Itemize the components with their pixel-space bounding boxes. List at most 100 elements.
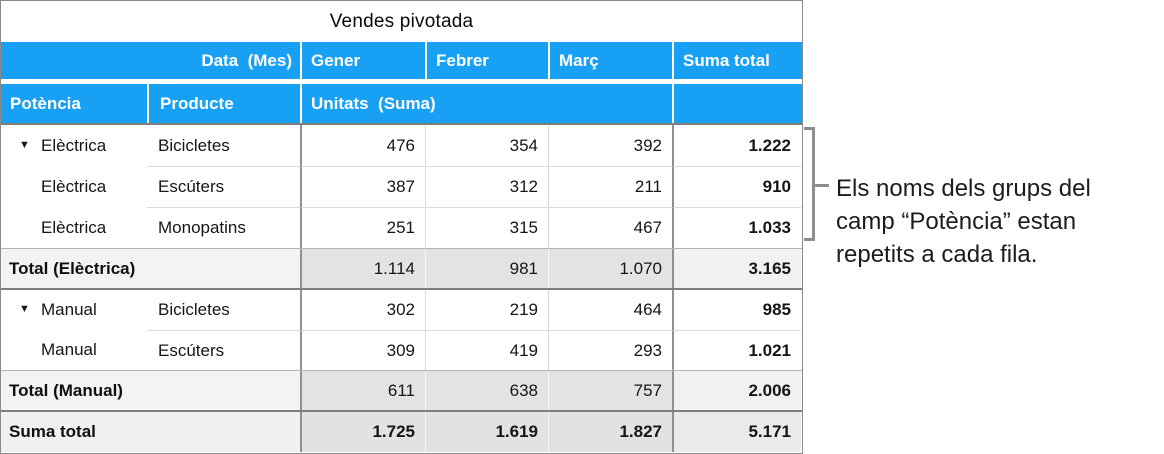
cell-value: 981 — [509, 258, 538, 278]
header-cell-producte[interactable]: Producte — [147, 84, 300, 123]
cell-gener[interactable]: 387 — [300, 166, 425, 207]
cell-power-label: Elèctrica — [41, 135, 107, 155]
cell-gener[interactable]: 1.725 — [300, 412, 425, 452]
cell-total-label[interactable]: Total (Elèctrica) — [1, 249, 300, 288]
section-divider — [1, 123, 802, 125]
header-cell-potencia[interactable]: Potència — [1, 84, 147, 123]
cell-febrer[interactable]: 219 — [425, 290, 548, 330]
cell-gener[interactable]: 476 — [300, 125, 425, 166]
cell-gener[interactable]: 611 — [300, 371, 425, 410]
cell-row-total[interactable]: 1.033 — [672, 207, 801, 248]
header-cell-suma-total[interactable]: Suma total — [672, 42, 801, 79]
cell-value: 464 — [633, 300, 662, 319]
cell-febrer[interactable]: 419 — [425, 330, 548, 370]
annotation-line: Els noms dels grups del — [836, 175, 1091, 202]
cell-gener[interactable]: 302 — [300, 290, 425, 330]
annotation-text: Els noms dels grups del camp “Potència” … — [836, 172, 1091, 271]
cell-febrer[interactable]: 312 — [425, 166, 548, 207]
header-cell-data-mes[interactable]: Data (Mes) — [1, 42, 300, 79]
cell-row-total[interactable]: 910 — [672, 166, 801, 207]
grand-total-row: Suma total 1.725 1.619 1.827 5.171 — [1, 412, 802, 452]
cell-value: 1.021 — [748, 340, 791, 360]
header-cell-febrer[interactable]: Febrer — [425, 42, 548, 79]
cell-power-group[interactable]: ▼ Manual — [1, 290, 147, 330]
cell-gener[interactable]: 1.114 — [300, 249, 425, 288]
cell-marc[interactable]: 293 — [548, 330, 672, 370]
cell-value: 1.619 — [495, 422, 538, 441]
cell-marc[interactable]: 1.070 — [548, 249, 672, 288]
cell-row-total[interactable]: 5.171 — [672, 412, 801, 452]
cell-row-total[interactable]: 1.021 — [672, 330, 801, 370]
cell-marc[interactable]: 757 — [548, 371, 672, 410]
table-title[interactable]: Vendes pivotada — [329, 10, 474, 32]
total-row-manual: Total (Manual) 611 638 757 2.006 — [1, 370, 802, 410]
cell-grand-total-label[interactable]: Suma total — [1, 412, 300, 452]
cell-value: 2.006 — [748, 380, 791, 400]
cell-marc[interactable]: 392 — [548, 125, 672, 166]
table-row: ▼ Manual Bicicletes 302 219 464 985 — [1, 290, 802, 330]
cell-febrer[interactable]: 315 — [425, 207, 548, 248]
cell-row-total[interactable]: 3.165 — [672, 249, 801, 288]
cell-row-total[interactable]: 2.006 — [672, 371, 801, 410]
cell-gener[interactable]: 251 — [300, 207, 425, 248]
table-row: Elèctrica Monopatins 251 315 467 1.033 — [1, 207, 802, 248]
cell-product[interactable]: Bicicletes — [147, 125, 300, 166]
disclosure-triangle-icon[interactable]: ▼ — [19, 138, 30, 151]
cell-power-group[interactable]: Elèctrica — [1, 166, 147, 207]
cell-value: 354 — [509, 135, 538, 155]
total-label: Total (Elèctrica) — [9, 258, 136, 278]
header-cell-unitats[interactable]: Unitats (Suma) — [300, 84, 672, 123]
cell-power-label: Elèctrica — [41, 176, 107, 196]
disclosure-triangle-icon[interactable]: ▼ — [19, 303, 30, 316]
cell-marc[interactable]: 211 — [548, 166, 672, 207]
cell-value: 312 — [509, 177, 538, 196]
cell-product[interactable]: Monopatins — [147, 207, 300, 248]
grand-total-label: Suma total — [9, 422, 96, 441]
cell-value: 1.725 — [372, 422, 415, 441]
cell-marc[interactable]: 1.827 — [548, 412, 672, 452]
cell-product[interactable]: Bicicletes — [147, 290, 300, 330]
cell-febrer[interactable]: 354 — [425, 125, 548, 166]
cell-product-label: Escúters — [158, 340, 225, 360]
cell-marc[interactable]: 467 — [548, 207, 672, 248]
total-label: Total (Manual) — [9, 380, 123, 400]
cell-value: 309 — [386, 340, 415, 360]
cell-value: 1.033 — [748, 218, 791, 237]
cell-gener[interactable]: 309 — [300, 330, 425, 370]
cell-power-group[interactable]: ▼ Elèctrica — [1, 125, 147, 166]
header-label-producte: Producte — [160, 93, 234, 113]
cell-marc[interactable]: 464 — [548, 290, 672, 330]
cell-value: 211 — [634, 177, 662, 196]
cell-value: 467 — [633, 218, 662, 237]
table-row: Elèctrica Escúters 387 312 211 910 — [1, 166, 802, 207]
cell-product[interactable]: Escúters — [147, 330, 300, 370]
cell-value: 611 — [387, 380, 415, 400]
cell-row-total[interactable]: 1.222 — [672, 125, 801, 166]
header-label-marc: Març — [559, 50, 599, 70]
cell-value: 419 — [509, 340, 538, 360]
cell-power-label: Manual — [41, 300, 97, 319]
header-cell-empty[interactable] — [672, 84, 801, 123]
cell-febrer[interactable]: 1.619 — [425, 412, 548, 452]
cell-power-label: Elèctrica — [41, 217, 107, 237]
cell-value: 387 — [386, 177, 415, 196]
header-cell-marc[interactable]: Març — [548, 42, 672, 79]
cell-value: 1.222 — [748, 135, 791, 155]
header-gap — [1, 79, 802, 84]
table-title-row: Vendes pivotada — [1, 1, 802, 42]
cell-power-group[interactable]: Elèctrica — [1, 207, 147, 248]
cell-row-total[interactable]: 985 — [672, 290, 801, 330]
annotation-line: camp “Potència” estan — [836, 208, 1077, 235]
cell-value: 476 — [386, 135, 415, 155]
cell-product[interactable]: Escúters — [147, 166, 300, 207]
cell-product-label: Bicicletes — [158, 135, 230, 155]
cell-total-label[interactable]: Total (Manual) — [1, 371, 300, 410]
header-cell-gener[interactable]: Gener — [300, 42, 425, 79]
cell-value: 985 — [762, 300, 791, 319]
callout-bracket-line — [812, 127, 815, 241]
cell-febrer[interactable]: 981 — [425, 249, 548, 288]
cell-febrer[interactable]: 638 — [425, 371, 548, 410]
cell-value: 757 — [633, 380, 662, 400]
cell-power-group[interactable]: Manual — [1, 330, 147, 370]
